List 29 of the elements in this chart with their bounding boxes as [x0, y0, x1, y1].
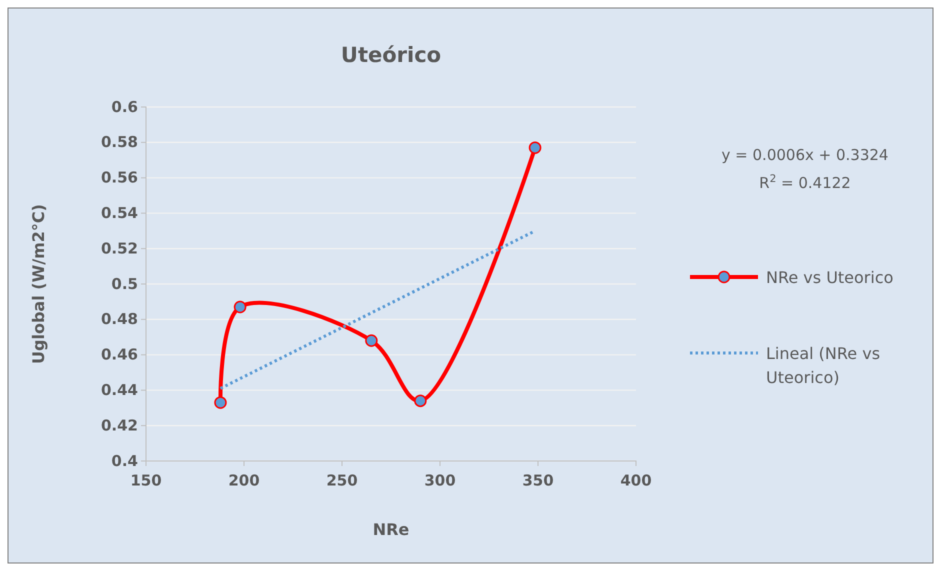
y-tick-label: 0.42 [100, 416, 138, 434]
x-tick-label: 400 [620, 472, 652, 490]
y-tick-label: 0.44 [100, 381, 138, 399]
text: R$^{2}$ = 0.4122 [759, 173, 851, 192]
y-tick-label: 0.4 [111, 452, 138, 470]
y-tick-label: 0.54 [100, 204, 138, 222]
point [234, 300, 246, 314]
legend-label: NRe vs Uteorico [766, 268, 894, 287]
x-tick-label: 200 [228, 472, 260, 490]
y-tick-label: 0.48 [100, 310, 138, 328]
x-tick-label: 350 [522, 472, 554, 490]
y-tick-label: 0.46 [100, 346, 138, 364]
y-tick-label: 0.56 [100, 168, 138, 187]
chart-title: Uteórico [340, 43, 442, 67]
point [414, 394, 427, 408]
legend-label: Lineal (NRe vs Uteorico) [766, 344, 880, 387]
y-tick-label: 0.5 [111, 274, 138, 293]
point [528, 141, 542, 154]
text: y = 0.0006x + 0.3324 [722, 146, 888, 164]
y-tick-label: 0.58 [100, 133, 138, 152]
point [214, 396, 227, 409]
point [365, 334, 378, 347]
x-tick-label: 150 [130, 472, 162, 490]
y-tick-label: 0.6 [111, 98, 138, 116]
x-tick-label: 300 [424, 472, 456, 490]
x-axis-title: NRe [372, 520, 410, 539]
y-tick-label: 0.52 [100, 239, 138, 258]
x-tick-label: 250 [326, 472, 358, 490]
y-axis-title: Uglobal (W/m2°C) [29, 204, 48, 364]
